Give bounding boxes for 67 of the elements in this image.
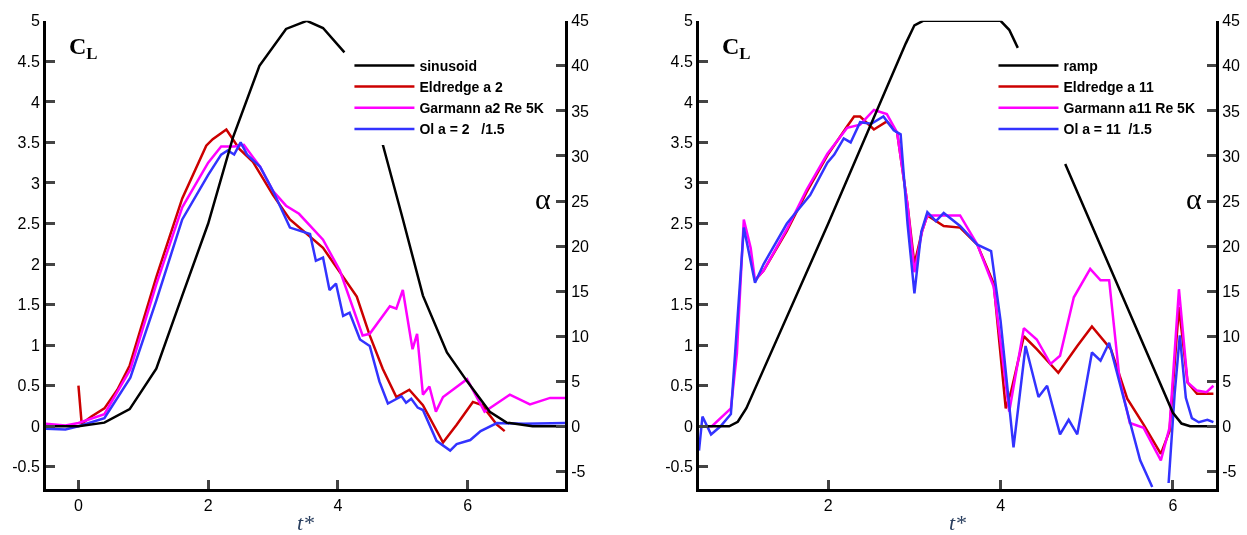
y2-tick-label: 35	[1222, 102, 1241, 120]
x-axis-title: t*	[948, 509, 967, 535]
x-tick-label: 6	[463, 496, 473, 514]
y2-axis-title: α	[535, 182, 551, 215]
y-tick-label: 2.5	[670, 215, 693, 233]
legend-label: Ol a = 11 /1.5	[1063, 121, 1153, 138]
y-tick-label: 1.5	[17, 296, 40, 314]
y-tick-label: 0.5	[17, 377, 40, 395]
x-tick-label: 4	[996, 496, 1006, 514]
y2-tick-label: 40	[571, 57, 590, 75]
y-tick-label: 2.5	[17, 215, 40, 233]
legend-label: ramp	[1063, 57, 1098, 74]
y2-tick-label: 35	[571, 102, 590, 120]
legend-label: Eldredge a 2	[419, 79, 503, 96]
y2-tick-label: 25	[1222, 192, 1241, 210]
x-tick-label: 6	[1168, 496, 1178, 514]
x-tick-label: 2	[823, 496, 833, 514]
x-tick-label: 0	[73, 496, 83, 514]
legend-label: sinusoid	[419, 57, 477, 74]
legend-label: Ol a = 2 /1.5	[419, 121, 505, 138]
y-tick-label: 4	[30, 93, 40, 111]
y-tick-label: 2	[683, 255, 693, 273]
y2-tick-label: 5	[571, 372, 581, 390]
y-tick-label: 3.5	[670, 134, 693, 152]
y2-tick-label: 30	[571, 147, 590, 165]
y2-tick-label: 10	[1222, 327, 1241, 345]
y-tick-label: 4.5	[670, 52, 693, 70]
y2-tick-label: 10	[571, 327, 590, 345]
y-tick-label: 1	[30, 336, 40, 354]
y2-tick-label: 20	[1222, 237, 1241, 255]
y-tick-label: -0.5	[12, 458, 40, 476]
x-tick-label: 4	[333, 496, 343, 514]
y2-tick-label: 20	[571, 237, 590, 255]
y2-tick-label: 45	[571, 12, 590, 30]
y-axis-title: C$_{L}$	[69, 33, 98, 64]
y-axis-title: C$_{L}$	[722, 33, 751, 64]
y2-tick-label: -5	[1222, 462, 1237, 480]
y2-tick-label: 0	[571, 417, 581, 435]
legend-label: Eldredge a 11	[1063, 79, 1154, 96]
y-tick-label: 1.5	[670, 296, 693, 314]
y-tick-label: -0.5	[665, 458, 693, 476]
x-tick-label: 2	[203, 496, 213, 514]
legend-label: Garmann a11 Re 5K	[1063, 100, 1196, 117]
y2-tick-label: -5	[571, 462, 586, 480]
y-tick-label: 0.5	[670, 377, 693, 395]
y-tick-label: 5	[683, 12, 693, 30]
y-tick-label: 2	[30, 255, 40, 273]
y2-tick-label: 30	[1222, 147, 1241, 165]
y-tick-label: 1	[683, 336, 693, 354]
y2-tick-label: 45	[1222, 12, 1241, 30]
y2-tick-label: 40	[1222, 57, 1241, 75]
x-axis-title: t*	[296, 509, 315, 535]
y2-tick-label: 15	[571, 282, 590, 300]
y-tick-label: 0	[30, 417, 40, 435]
y2-tick-label: 5	[1222, 372, 1232, 390]
y-tick-label: 3.5	[17, 134, 40, 152]
y2-axis-title: α	[1186, 182, 1202, 215]
y-tick-label: 4.5	[17, 52, 40, 70]
y-tick-label: 4	[683, 93, 693, 111]
y-tick-label: 3	[30, 174, 40, 192]
y-tick-label: 0	[683, 417, 693, 435]
y2-tick-label: 25	[571, 192, 590, 210]
y2-tick-label: 0	[1222, 417, 1232, 435]
y-tick-label: 3	[683, 174, 693, 192]
y-tick-label: 5	[30, 12, 40, 30]
y2-tick-label: 15	[1222, 282, 1241, 300]
legend-label: Garmann a2 Re 5K	[419, 100, 544, 117]
